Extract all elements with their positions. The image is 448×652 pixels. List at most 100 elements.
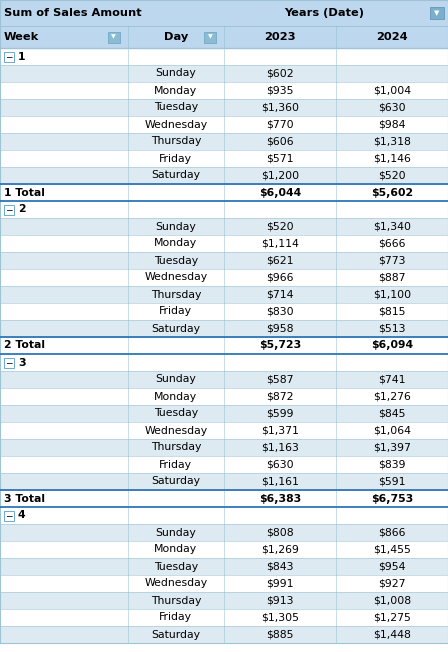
Bar: [430, 7, 444, 19]
Text: Day: Day: [164, 32, 188, 42]
Text: $666: $666: [378, 239, 406, 248]
Text: Monday: Monday: [154, 391, 198, 402]
Text: 4: 4: [18, 511, 26, 520]
Bar: [0, 575, 448, 592]
Text: $1,200: $1,200: [261, 171, 299, 181]
Text: 3: 3: [18, 357, 26, 368]
Bar: [0, 354, 448, 371]
Text: $1,275: $1,275: [373, 612, 411, 623]
Text: $630: $630: [266, 460, 294, 469]
Text: ▼: ▼: [434, 10, 439, 16]
Text: $1,371: $1,371: [261, 426, 299, 436]
Text: $1,064: $1,064: [373, 426, 411, 436]
Bar: [4, 511, 14, 520]
Text: Saturday: Saturday: [151, 171, 200, 181]
Bar: [0, 82, 448, 99]
Text: $621: $621: [266, 256, 294, 265]
Bar: [0, 507, 448, 524]
Text: Monday: Monday: [154, 544, 198, 554]
Text: Sunday: Sunday: [155, 68, 196, 78]
Bar: [0, 609, 448, 626]
Text: $839: $839: [378, 460, 406, 469]
Text: $513: $513: [378, 323, 406, 334]
Text: $5,723: $5,723: [259, 340, 301, 351]
Text: 2 Total: 2 Total: [4, 340, 45, 351]
Text: $927: $927: [378, 578, 406, 589]
Text: $630: $630: [378, 102, 406, 113]
Bar: [0, 184, 448, 201]
Text: Monday: Monday: [154, 85, 198, 95]
Text: $6,044: $6,044: [259, 188, 301, 198]
Bar: [0, 388, 448, 405]
Text: $520: $520: [266, 222, 294, 231]
Text: ▼: ▼: [207, 35, 212, 40]
Text: $830: $830: [266, 306, 294, 316]
Text: $602: $602: [266, 68, 294, 78]
Text: Saturday: Saturday: [151, 629, 200, 640]
Text: 3 Total: 3 Total: [4, 494, 45, 503]
Text: Thursday: Thursday: [151, 595, 201, 606]
Bar: [0, 116, 448, 133]
Text: $6,383: $6,383: [259, 494, 301, 503]
Text: $741: $741: [378, 374, 406, 385]
Text: Wednesday: Wednesday: [144, 578, 207, 589]
Text: Friday: Friday: [159, 460, 192, 469]
Text: 2: 2: [18, 205, 26, 215]
Text: $1,455: $1,455: [373, 544, 411, 554]
Text: ▼: ▼: [111, 35, 116, 40]
Text: $770: $770: [266, 119, 294, 130]
Bar: [0, 252, 448, 269]
Text: $1,340: $1,340: [373, 222, 411, 231]
Text: Wednesday: Wednesday: [144, 426, 207, 436]
Bar: [0, 473, 448, 490]
Text: $935: $935: [266, 85, 294, 95]
Text: Tuesday: Tuesday: [154, 409, 198, 419]
Text: $885: $885: [266, 629, 294, 640]
Bar: [0, 337, 448, 354]
Text: $591: $591: [378, 477, 406, 486]
Text: $571: $571: [266, 153, 294, 164]
Text: $520: $520: [378, 171, 406, 181]
Text: $866: $866: [378, 527, 406, 537]
Text: Thursday: Thursday: [151, 136, 201, 147]
Text: $1,448: $1,448: [373, 629, 411, 640]
Text: Wednesday: Wednesday: [144, 119, 207, 130]
Text: $6,753: $6,753: [371, 494, 413, 503]
Text: $1,146: $1,146: [373, 153, 411, 164]
Bar: [0, 26, 448, 48]
Text: −: −: [5, 358, 13, 367]
Bar: [0, 524, 448, 541]
Bar: [4, 205, 14, 215]
Text: $887: $887: [378, 273, 406, 282]
Text: Monday: Monday: [154, 239, 198, 248]
Bar: [0, 65, 448, 82]
Bar: [0, 439, 448, 456]
Text: Tuesday: Tuesday: [154, 561, 198, 572]
Text: Friday: Friday: [159, 306, 192, 316]
Text: $6,094: $6,094: [371, 340, 413, 351]
Bar: [0, 371, 448, 388]
Text: $1,318: $1,318: [373, 136, 411, 147]
Text: Saturday: Saturday: [151, 323, 200, 334]
Text: $1,360: $1,360: [261, 102, 299, 113]
Text: Sunday: Sunday: [155, 527, 196, 537]
Bar: [0, 218, 448, 235]
Text: $714: $714: [266, 289, 294, 299]
Text: $1,276: $1,276: [373, 391, 411, 402]
Text: Thursday: Thursday: [151, 289, 201, 299]
Text: Sunday: Sunday: [155, 222, 196, 231]
Text: Wednesday: Wednesday: [144, 273, 207, 282]
Text: Thursday: Thursday: [151, 443, 201, 452]
Text: $958: $958: [266, 323, 294, 334]
Bar: [0, 303, 448, 320]
Text: $5,602: $5,602: [371, 188, 413, 198]
Bar: [0, 422, 448, 439]
Text: $815: $815: [378, 306, 406, 316]
Text: Week: Week: [4, 32, 39, 42]
Text: −: −: [5, 205, 13, 214]
Text: −: −: [5, 52, 13, 61]
Bar: [0, 405, 448, 422]
Text: $1,397: $1,397: [373, 443, 411, 452]
Text: Saturday: Saturday: [151, 477, 200, 486]
Text: $954: $954: [378, 561, 406, 572]
